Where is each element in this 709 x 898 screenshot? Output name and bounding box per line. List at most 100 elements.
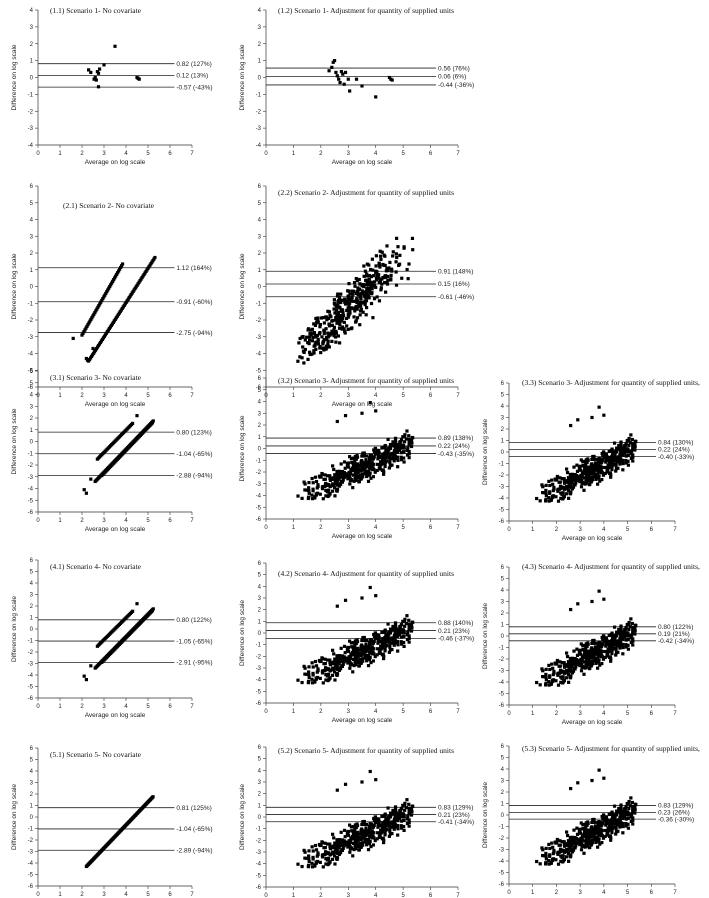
y-tick-label: -3 (28, 475, 34, 481)
x-tick-label: 5 (401, 525, 405, 531)
y-tick-label: -2 (499, 473, 505, 479)
data-point (372, 297, 377, 301)
data-point (624, 441, 628, 446)
data-point (100, 298, 104, 303)
data-point (387, 456, 391, 460)
data-point (609, 811, 613, 816)
loa-label: -0.40 (-33%) (658, 454, 694, 461)
data-point (566, 839, 571, 843)
data-point (591, 454, 595, 459)
data-point (618, 462, 622, 466)
data-point (387, 266, 391, 270)
data-point (349, 456, 354, 461)
data-point (576, 418, 580, 422)
data-point (353, 459, 357, 463)
data-point (611, 819, 615, 823)
data-point (306, 340, 310, 345)
y-tick-label: 5 (30, 570, 34, 576)
data-point (568, 490, 572, 494)
data-point (396, 445, 400, 449)
data-point (379, 257, 383, 262)
x-tick-label: 1 (58, 393, 62, 399)
data-point (370, 467, 374, 472)
y-tick-label: -1 (499, 462, 505, 468)
x-axis-label: Average on log scale (332, 159, 393, 166)
data-point (583, 482, 587, 486)
data-point (347, 304, 351, 309)
data-point (332, 334, 336, 338)
data-point (393, 444, 397, 449)
data-point (590, 778, 594, 783)
data-point (604, 460, 608, 464)
data-point (548, 483, 552, 488)
data-point (400, 443, 404, 447)
data-point (630, 800, 635, 805)
data-point (316, 484, 320, 488)
data-point (394, 252, 398, 256)
data-point (314, 316, 318, 321)
data-point (609, 836, 613, 840)
data-point (349, 299, 353, 303)
data-point (327, 333, 331, 337)
data-point (613, 822, 618, 826)
data-point (577, 467, 582, 471)
data-point (370, 463, 374, 467)
data-point (566, 488, 570, 492)
data-point (337, 295, 342, 300)
data-point (380, 446, 384, 450)
data-point (582, 832, 586, 836)
data-point (307, 486, 311, 490)
data-point (584, 474, 588, 478)
data-point (565, 470, 570, 475)
data-point (386, 268, 390, 273)
data-point (364, 278, 369, 282)
y-tick-label: 5 (258, 201, 262, 207)
data-point (333, 311, 337, 315)
data-point (99, 300, 103, 304)
data-point (358, 323, 362, 327)
data-point (384, 449, 388, 453)
loa-label: 0.91 (148%) (438, 268, 473, 275)
data-point (312, 322, 316, 326)
data-point (625, 447, 629, 451)
y-tick-label: 5 (30, 201, 34, 207)
data-point (306, 357, 310, 362)
data-point (618, 460, 622, 464)
data-point (556, 499, 561, 503)
data-point (544, 846, 548, 850)
y-tick-label: 3 (258, 411, 262, 417)
data-point (383, 275, 387, 280)
x-tick-label: 1 (531, 890, 535, 896)
data-point (588, 467, 592, 471)
data-point (406, 446, 410, 450)
x-tick-label: 0 (507, 527, 511, 533)
data-point (597, 768, 601, 772)
data-point (91, 346, 95, 351)
data-point (375, 270, 379, 274)
data-point (349, 306, 354, 310)
y-tick-label: -5 (499, 508, 505, 514)
data-point (360, 284, 364, 288)
data-point (343, 466, 347, 470)
data-point (392, 456, 397, 461)
x-tick-label: 4 (374, 151, 378, 157)
data-point (331, 332, 335, 336)
loa-label: -1.05 (-65%) (176, 638, 212, 645)
data-point (339, 298, 343, 302)
data-point (400, 451, 404, 455)
x-axis-label: Average on log scale (332, 533, 393, 540)
data-point (547, 499, 551, 503)
data-point (368, 453, 372, 457)
data-point (599, 823, 603, 828)
data-point (113, 44, 117, 48)
data-point (359, 296, 363, 300)
data-point (379, 454, 384, 458)
data-point (351, 299, 355, 303)
data-point (564, 855, 569, 859)
data-point (338, 323, 342, 327)
y-tick-label: -5 (499, 871, 505, 877)
data-point (411, 436, 415, 440)
data-point (618, 446, 623, 450)
y-tick-label: 3 (30, 25, 34, 31)
